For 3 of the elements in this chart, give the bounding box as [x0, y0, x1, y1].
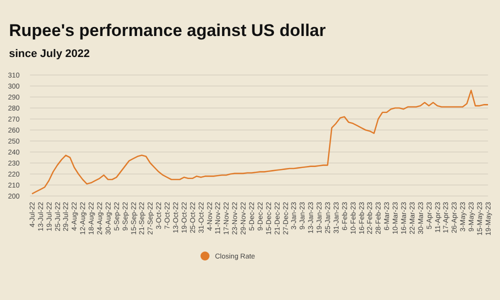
- chart-title: Rupee's performance against US dollar: [9, 21, 326, 40]
- line-series: [31, 90, 489, 194]
- chart-subtitle: since July 2022: [9, 48, 90, 60]
